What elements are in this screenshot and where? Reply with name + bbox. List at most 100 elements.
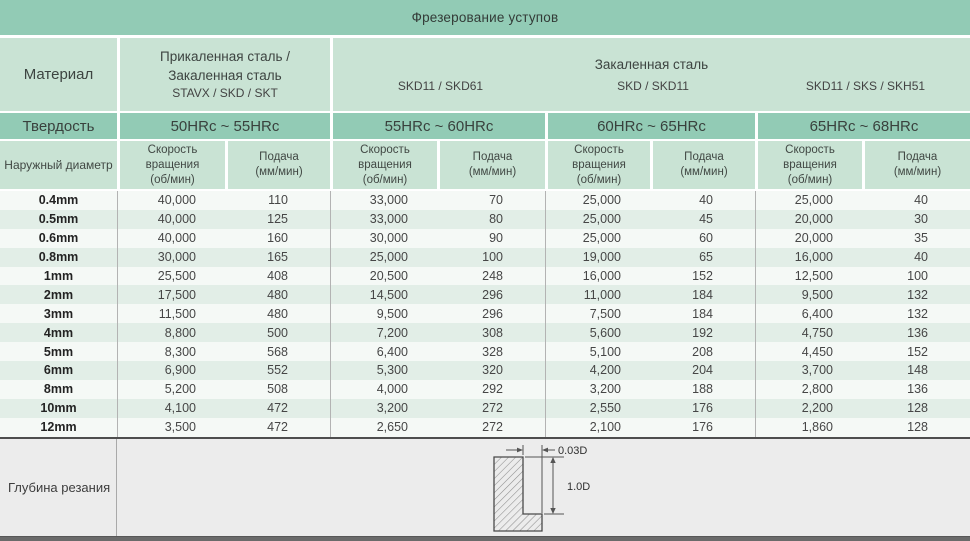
hardness-group4: 65HRc ~ 68HRc (755, 113, 970, 139)
speed-cell: 25,000 (545, 228, 650, 248)
speed-cell: 40,000 (117, 228, 225, 248)
table-row: 3mm 11,500 480 9,500 296 7,500 184 6,400 132 (0, 304, 970, 324)
speed-cell: 40,000 (117, 191, 225, 210)
diameter-cell: 0.8mm (0, 247, 117, 267)
table-body: 0.4mm 40,000 110 33,000 70 25,000 40 25,000 40 0.… (0, 191, 970, 437)
feed-column-header: Подача (мм/мин) (437, 141, 545, 189)
speed-column-header: Скорость вращения (об/мин) (545, 141, 650, 189)
speed-cell: 7,200 (330, 323, 437, 343)
speed-cell: 16,000 (755, 247, 862, 267)
workpiece-cross-section (493, 455, 543, 532)
feed-unit: (мм/мин) (893, 166, 942, 178)
speed-cell: 4,100 (117, 398, 225, 418)
feed-cell: 70 (437, 191, 545, 210)
divider (0, 111, 970, 113)
divider (0, 189, 970, 191)
diameter-column-header: Наружный диаметр (0, 141, 117, 189)
feed-cell: 90 (437, 228, 545, 248)
speed-cell: 2,800 (755, 379, 862, 399)
speed-label: Скорость вращения (145, 143, 200, 171)
diameter-cell: 2mm (0, 285, 117, 305)
feed-cell: 552 (225, 361, 330, 380)
dim-arrow-right (517, 447, 523, 452)
diameter-cell: 5mm (0, 342, 117, 362)
feed-cell: 65 (650, 247, 755, 267)
feed-cell: 480 (225, 285, 330, 305)
diameter-cell: 8mm (0, 379, 117, 399)
speed-cell: 33,000 (330, 209, 437, 229)
group1-line2: Закаленная сталь (168, 68, 282, 83)
speed-cell: 3,200 (545, 379, 650, 399)
feed-cell: 204 (650, 361, 755, 380)
feed-cell: 472 (225, 398, 330, 418)
speed-cell: 25,000 (545, 209, 650, 229)
speed-cell: 5,600 (545, 323, 650, 343)
group2-grades: SKD11 / SKD61 (397, 79, 484, 93)
feed-cell: 40 (862, 191, 970, 210)
depth-dimension (525, 456, 564, 515)
speed-label: Скорость вращения (358, 143, 412, 171)
feed-cell: 296 (437, 285, 545, 305)
feed-cell: 408 (225, 266, 330, 286)
speed-cell: 2,550 (545, 398, 650, 418)
speed-cell: 4,450 (755, 342, 862, 362)
feed-cell: 110 (225, 191, 330, 210)
feed-cell: 152 (650, 266, 755, 286)
speed-label: Скорость вращения (572, 143, 626, 171)
feed-cell: 152 (862, 342, 970, 362)
diameter-cell: 4mm (0, 323, 117, 343)
group4-grades: SKD11 / SKS / SKH51 (805, 79, 926, 93)
speed-unit: (об/мин) (787, 173, 833, 186)
feed-column-header: Подача (мм/мин) (225, 141, 330, 189)
feed-cell: 308 (437, 323, 545, 343)
dim-arrow-down (550, 507, 556, 514)
table-row: 4mm 8,800 500 7,200 308 5,600 192 4,750 136 (0, 323, 970, 343)
speed-cell: 14,500 (330, 285, 437, 305)
speed-cell: 8,800 (117, 323, 225, 343)
speed-cell: 6,400 (755, 304, 862, 324)
feed-cell: 296 (437, 304, 545, 324)
feed-cell: 40 (650, 191, 755, 210)
feed-unit: (мм/мин) (468, 166, 517, 178)
feed-cell: 508 (225, 379, 330, 399)
hardness-group1: 50HRc ~ 55HRc (117, 113, 330, 139)
feed-cell: 192 (650, 323, 755, 343)
feed-label: Подача (897, 151, 938, 163)
speed-column-header: Скорость вращения (об/мин) (117, 141, 225, 189)
diameter-cell: 0.6mm (0, 228, 117, 248)
feed-label: Подача (472, 151, 513, 163)
speed-cell: 4,200 (545, 361, 650, 380)
speed-cell: 12,500 (755, 266, 862, 286)
feed-cell: 320 (437, 361, 545, 380)
column-header-row: Наружный диаметр Скорость вращения (об/м… (0, 141, 970, 189)
speed-cell: 25,000 (755, 191, 862, 210)
speed-cell: 40,000 (117, 209, 225, 229)
group1-line1: Прикаленная сталь / (159, 49, 291, 64)
feed-column-header: Подача (мм/мин) (650, 141, 755, 189)
merged-grades-row: SKD11 / SKD61 SKD / SKD11 SKD11 / SKS / … (333, 79, 970, 93)
feed-cell: 184 (650, 304, 755, 324)
speed-cell: 25,000 (545, 191, 650, 210)
feed-cell: 208 (650, 342, 755, 362)
feed-cell: 132 (862, 285, 970, 305)
table-bottom-rule (0, 436, 970, 439)
table-row: 8mm 5,200 508 4,000 292 3,200 188 2,800 136 (0, 379, 970, 399)
feed-cell: 292 (437, 379, 545, 399)
feed-cell: 136 (862, 379, 970, 399)
material-label: Материал (0, 38, 117, 111)
table-row: 12mm 3,500 472 2,650 272 2,100 176 1,860 128 (0, 417, 970, 437)
diameter-cell: 12mm (0, 417, 117, 437)
feed-cell: 136 (862, 323, 970, 343)
hardness-group2: 55HRc ~ 60HRc (330, 113, 545, 139)
feed-cell: 272 (437, 417, 545, 437)
feed-cell: 60 (650, 228, 755, 248)
speed-cell: 20,000 (755, 209, 862, 229)
width-dimension-label: 0.03D (558, 445, 587, 457)
speed-cell: 9,500 (330, 304, 437, 324)
table-row: 0.8mm 30,000 165 25,000 100 19,000 65 16,000 40 (0, 247, 970, 267)
speed-cell: 11,500 (117, 304, 225, 324)
feed-cell: 148 (862, 361, 970, 380)
diameter-cell: 1mm (0, 266, 117, 286)
speed-cell: 4,750 (755, 323, 862, 343)
